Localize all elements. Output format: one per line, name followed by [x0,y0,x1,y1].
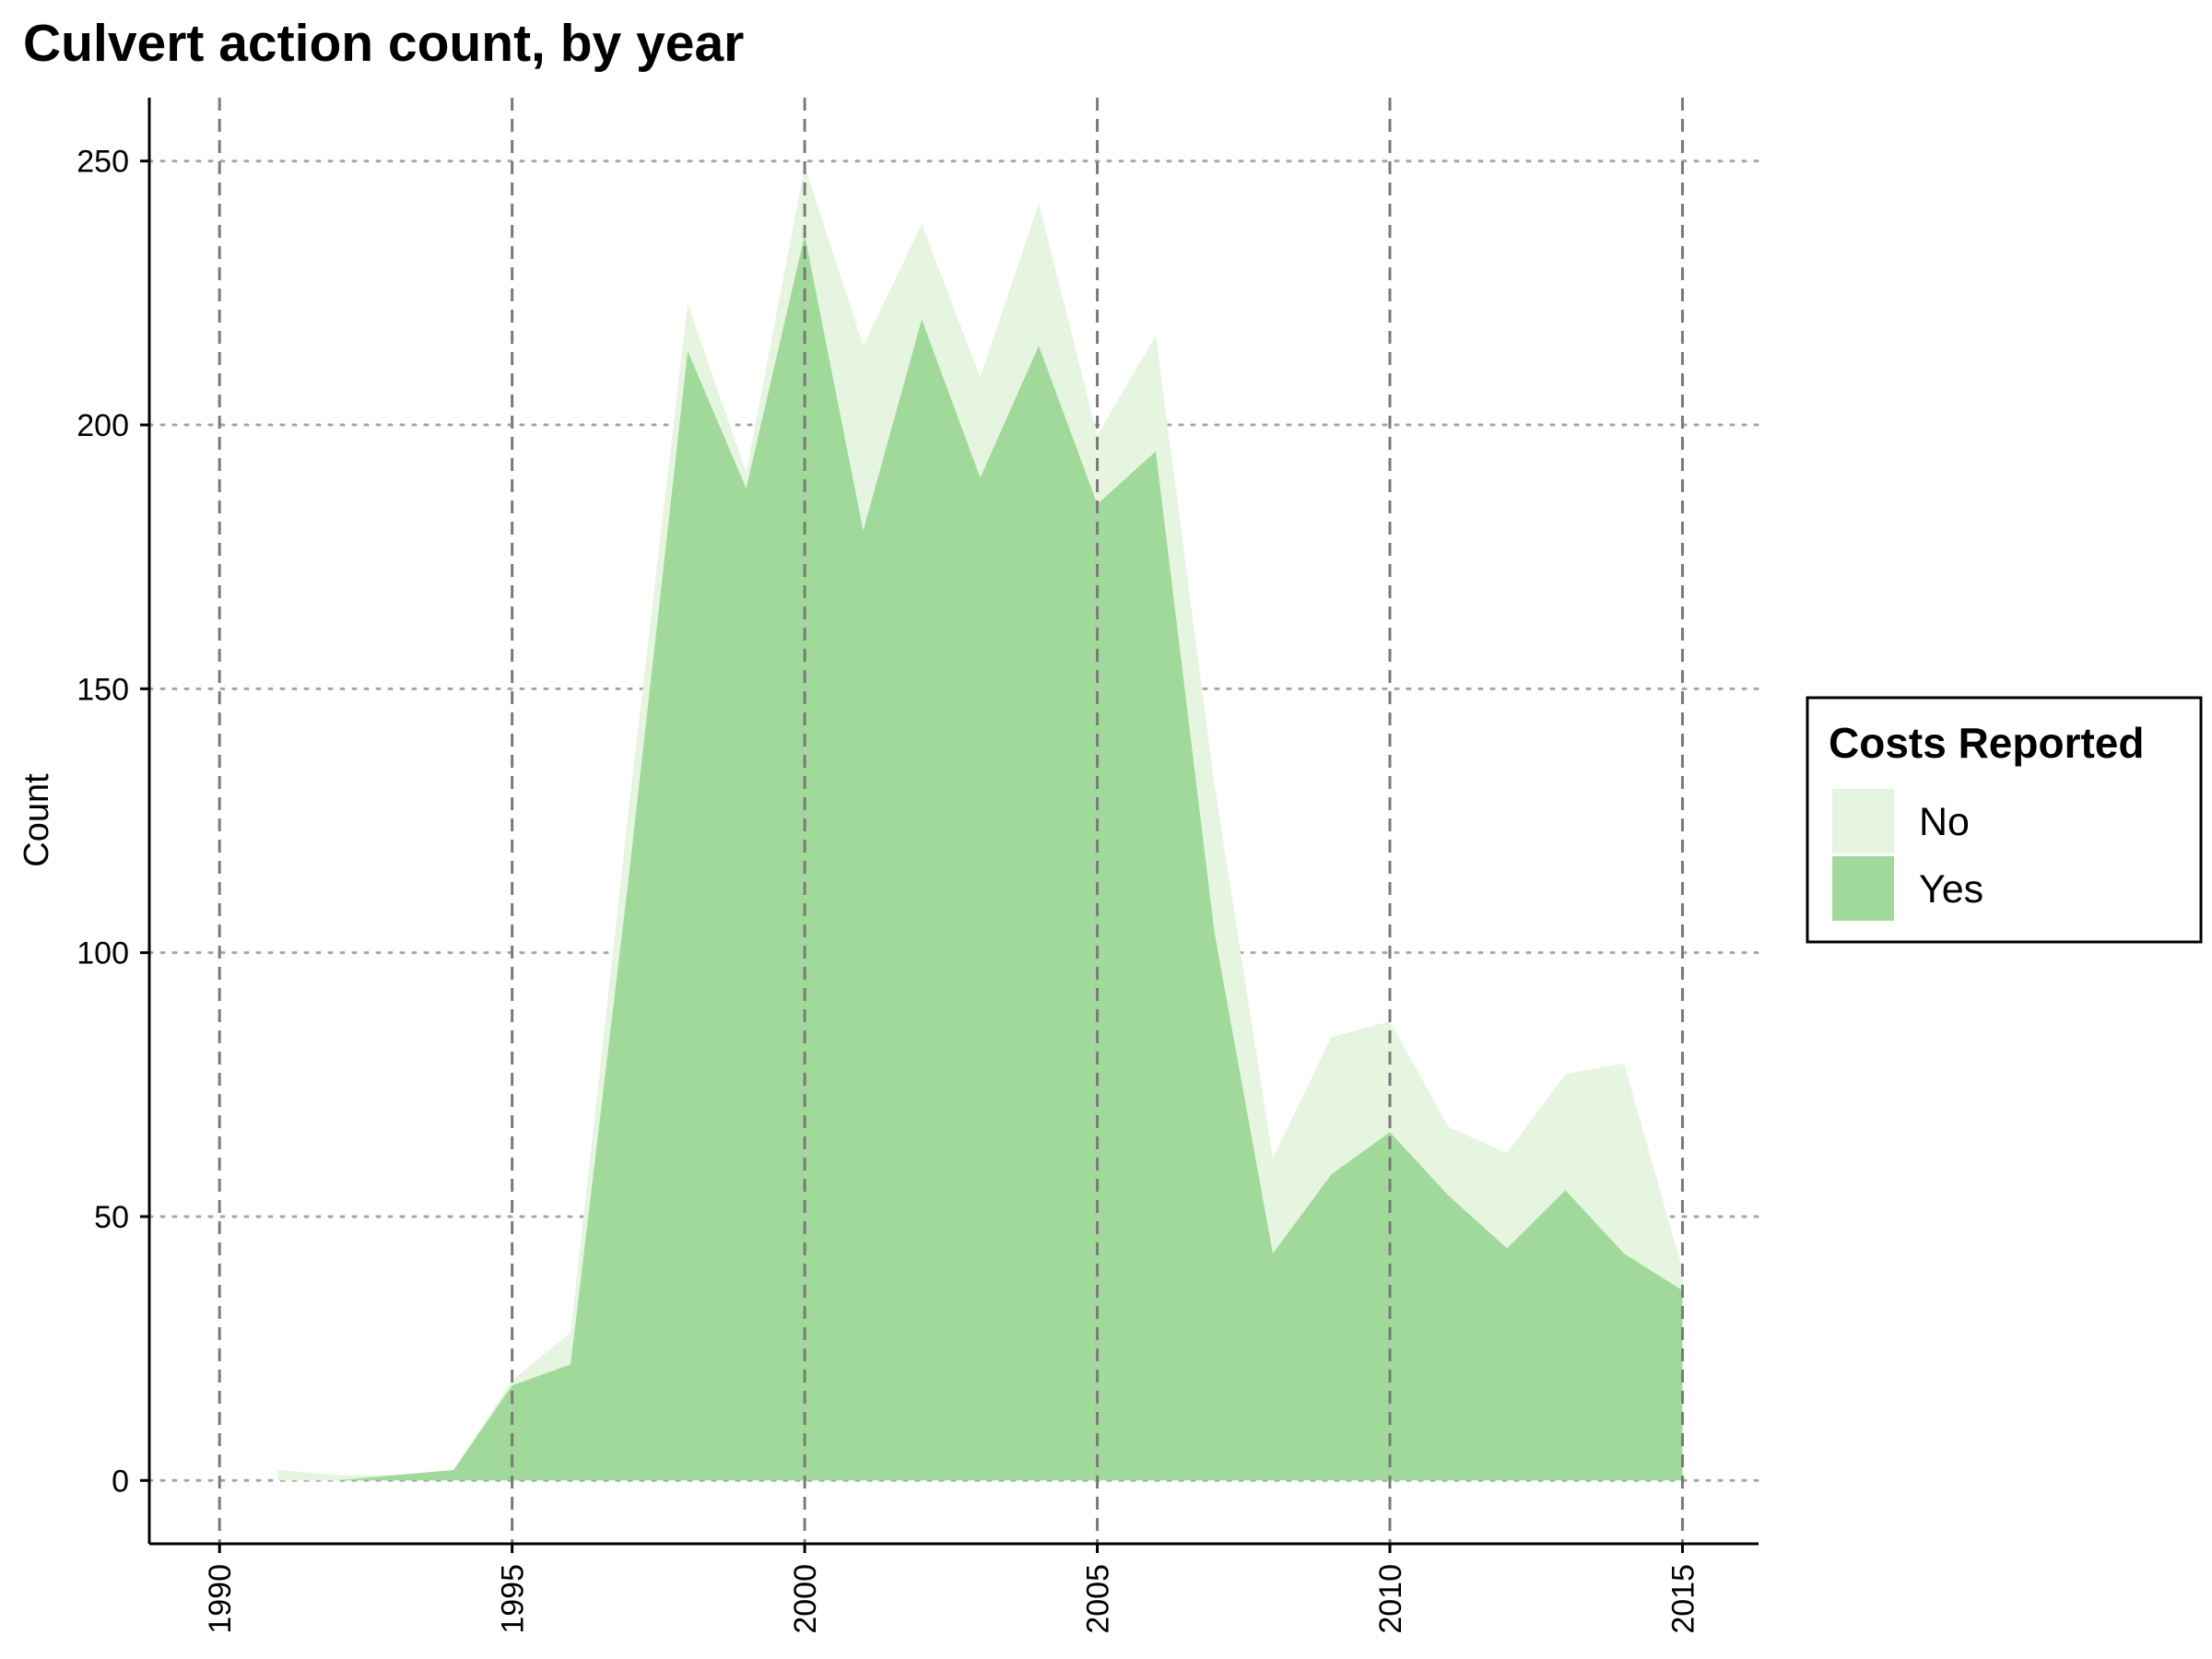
axes [147,98,1759,1546]
axis-ticks: 0 50 100 150 200 250 1990 1995 2000 2005 2010 2015 [76,145,1700,1634]
y-tick-label-250: 250 [76,145,129,180]
legend-title: Costs Reported [1829,719,2144,767]
y-tick-label-0: 0 [112,1464,129,1499]
x-tick-label-2000: 2000 [788,1564,823,1634]
x-tick-label-1990: 1990 [203,1564,238,1634]
plot-areas [218,98,1684,1544]
y-tick-label-100: 100 [76,936,129,971]
legend-swatch-yes [1832,856,1894,921]
y-tick-label-50: 50 [94,1200,129,1235]
legend: Costs Reported No Yes [1806,696,2203,944]
area-series-no [277,166,1683,1481]
x-tick-label-2015: 2015 [1665,1564,1700,1634]
area-series-yes [277,234,1683,1481]
legend-label-yes: Yes [1919,867,1983,912]
x-tick-label-2005: 2005 [1081,1564,1116,1634]
legend-label-no: No [1919,800,1970,844]
legend-swatch-no [1832,789,1894,853]
legend-entries: No Yes [1832,789,1983,921]
chart-title: Culvert action count, by year [23,14,744,73]
y-tick-label-150: 150 [76,672,129,707]
x-tick-label-2010: 2010 [1373,1564,1408,1634]
x-tick-label-1995: 1995 [496,1564,531,1634]
y-tick-label-200: 200 [76,408,129,443]
y-axis-title: Count [18,773,56,867]
